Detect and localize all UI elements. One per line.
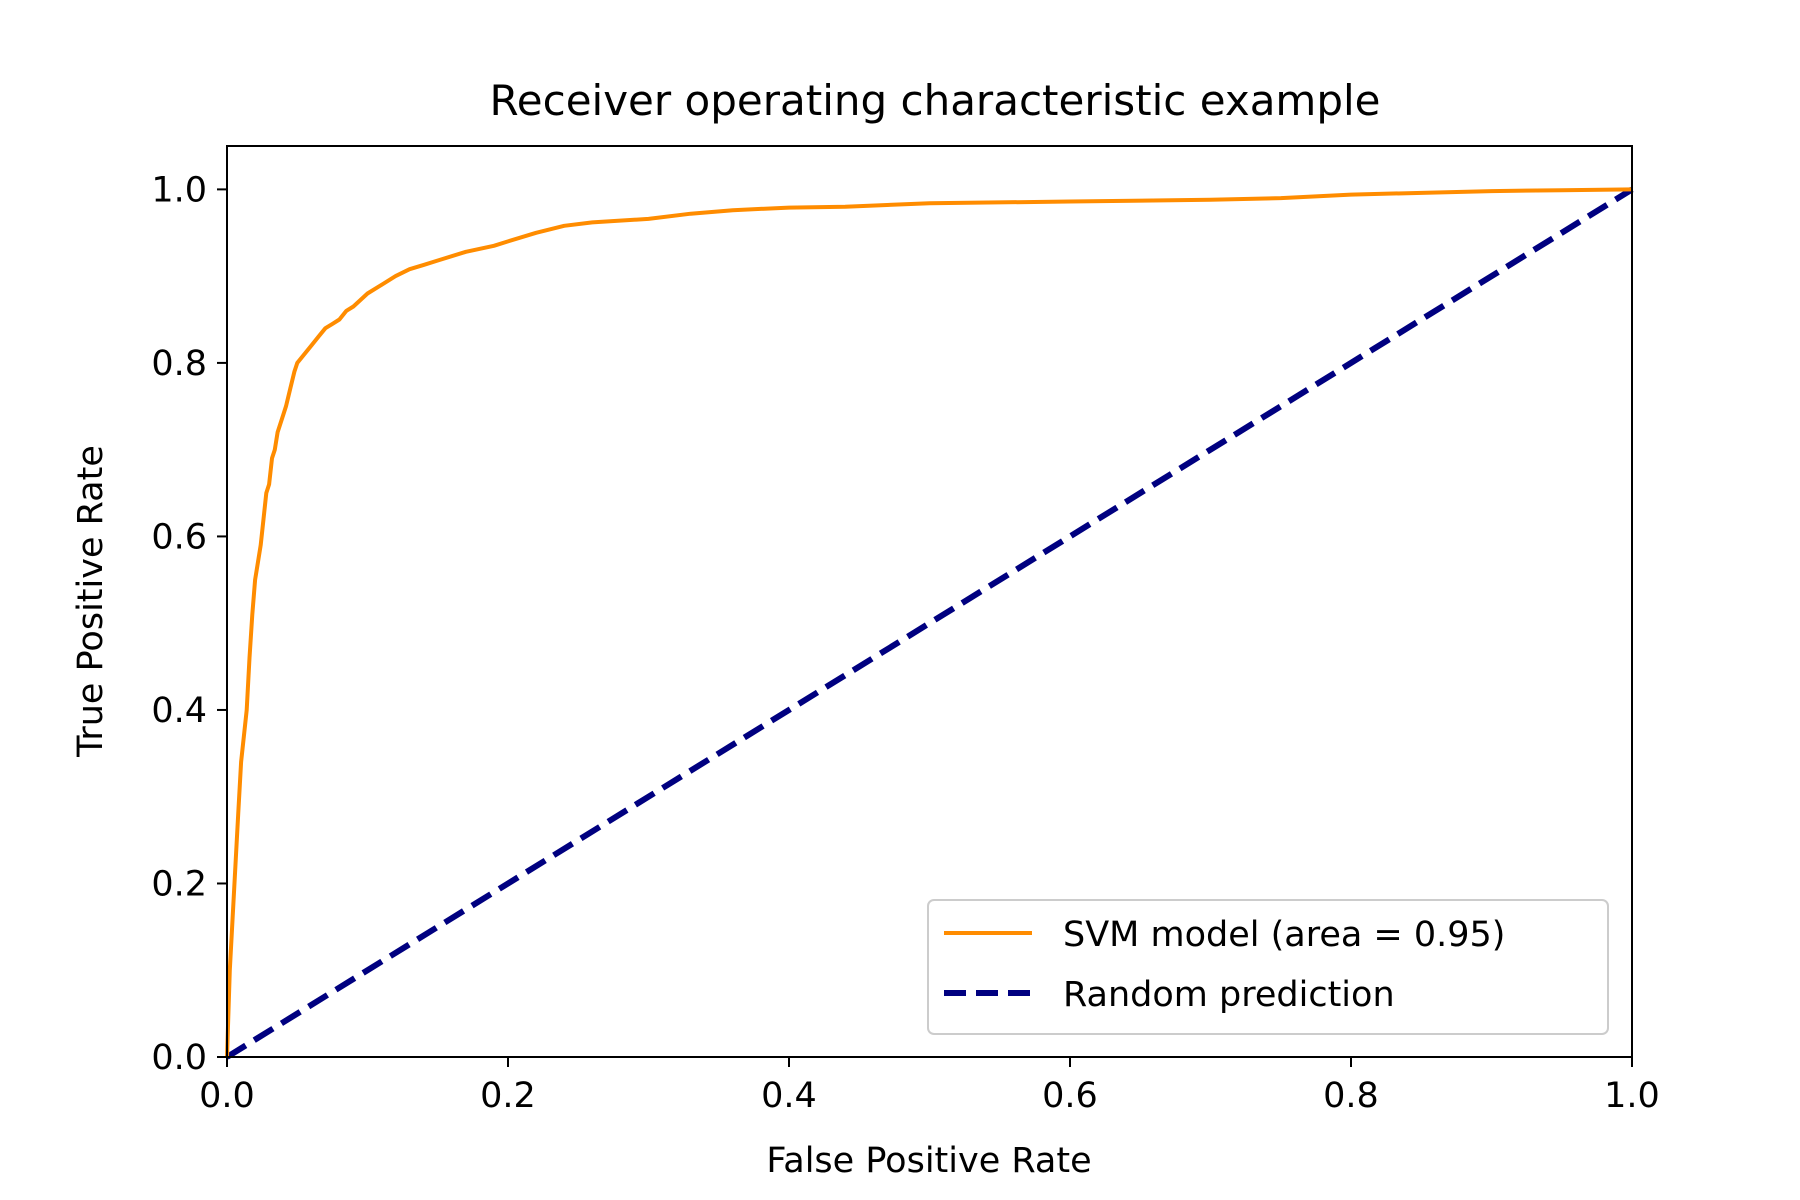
x-axis-label: False Positive Rate bbox=[766, 1141, 1091, 1181]
plot-area bbox=[225, 186, 1634, 1060]
y-axis-label: True Positive Rate bbox=[71, 445, 111, 758]
x-tick-label: 0.8 bbox=[1323, 1076, 1379, 1116]
series-line-random-prediction bbox=[225, 186, 1634, 1060]
x-tick-label: 0.0 bbox=[199, 1076, 255, 1116]
legend-box bbox=[927, 899, 1609, 1035]
x-tick-label: 0.6 bbox=[1042, 1076, 1098, 1116]
y-tick-label: 0.2 bbox=[151, 864, 207, 904]
series-line-svm-model bbox=[225, 187, 1633, 1058]
y-tick-label: 0.8 bbox=[151, 344, 207, 384]
y-tick-label: 0.6 bbox=[151, 517, 207, 557]
chart-title: Receiver operating characteristic exampl… bbox=[489, 76, 1380, 125]
y-tick-label: 0.4 bbox=[151, 691, 207, 731]
x-tick-label: 0.4 bbox=[761, 1076, 817, 1116]
axis-ticks: 0.0 0.2 0.4 0.6 0.8 1.0 0.0 0.2 0.4 0.6 0.8 1.0 bbox=[151, 170, 1660, 1116]
plot-frame bbox=[226, 145, 1633, 1058]
x-tick-label: 1.0 bbox=[1604, 1076, 1660, 1116]
x-tick-label: 0.2 bbox=[480, 1076, 536, 1116]
legend: SVM model (area = 0.95) Random predictio… bbox=[927, 899, 1609, 1035]
legend-label-svm: SVM model (area = 0.95) bbox=[1063, 915, 1505, 955]
y-tick-label: 1.0 bbox=[151, 170, 207, 210]
y-tick-label: 0.0 bbox=[151, 1038, 207, 1078]
legend-label-random: Random prediction bbox=[1063, 975, 1395, 1015]
